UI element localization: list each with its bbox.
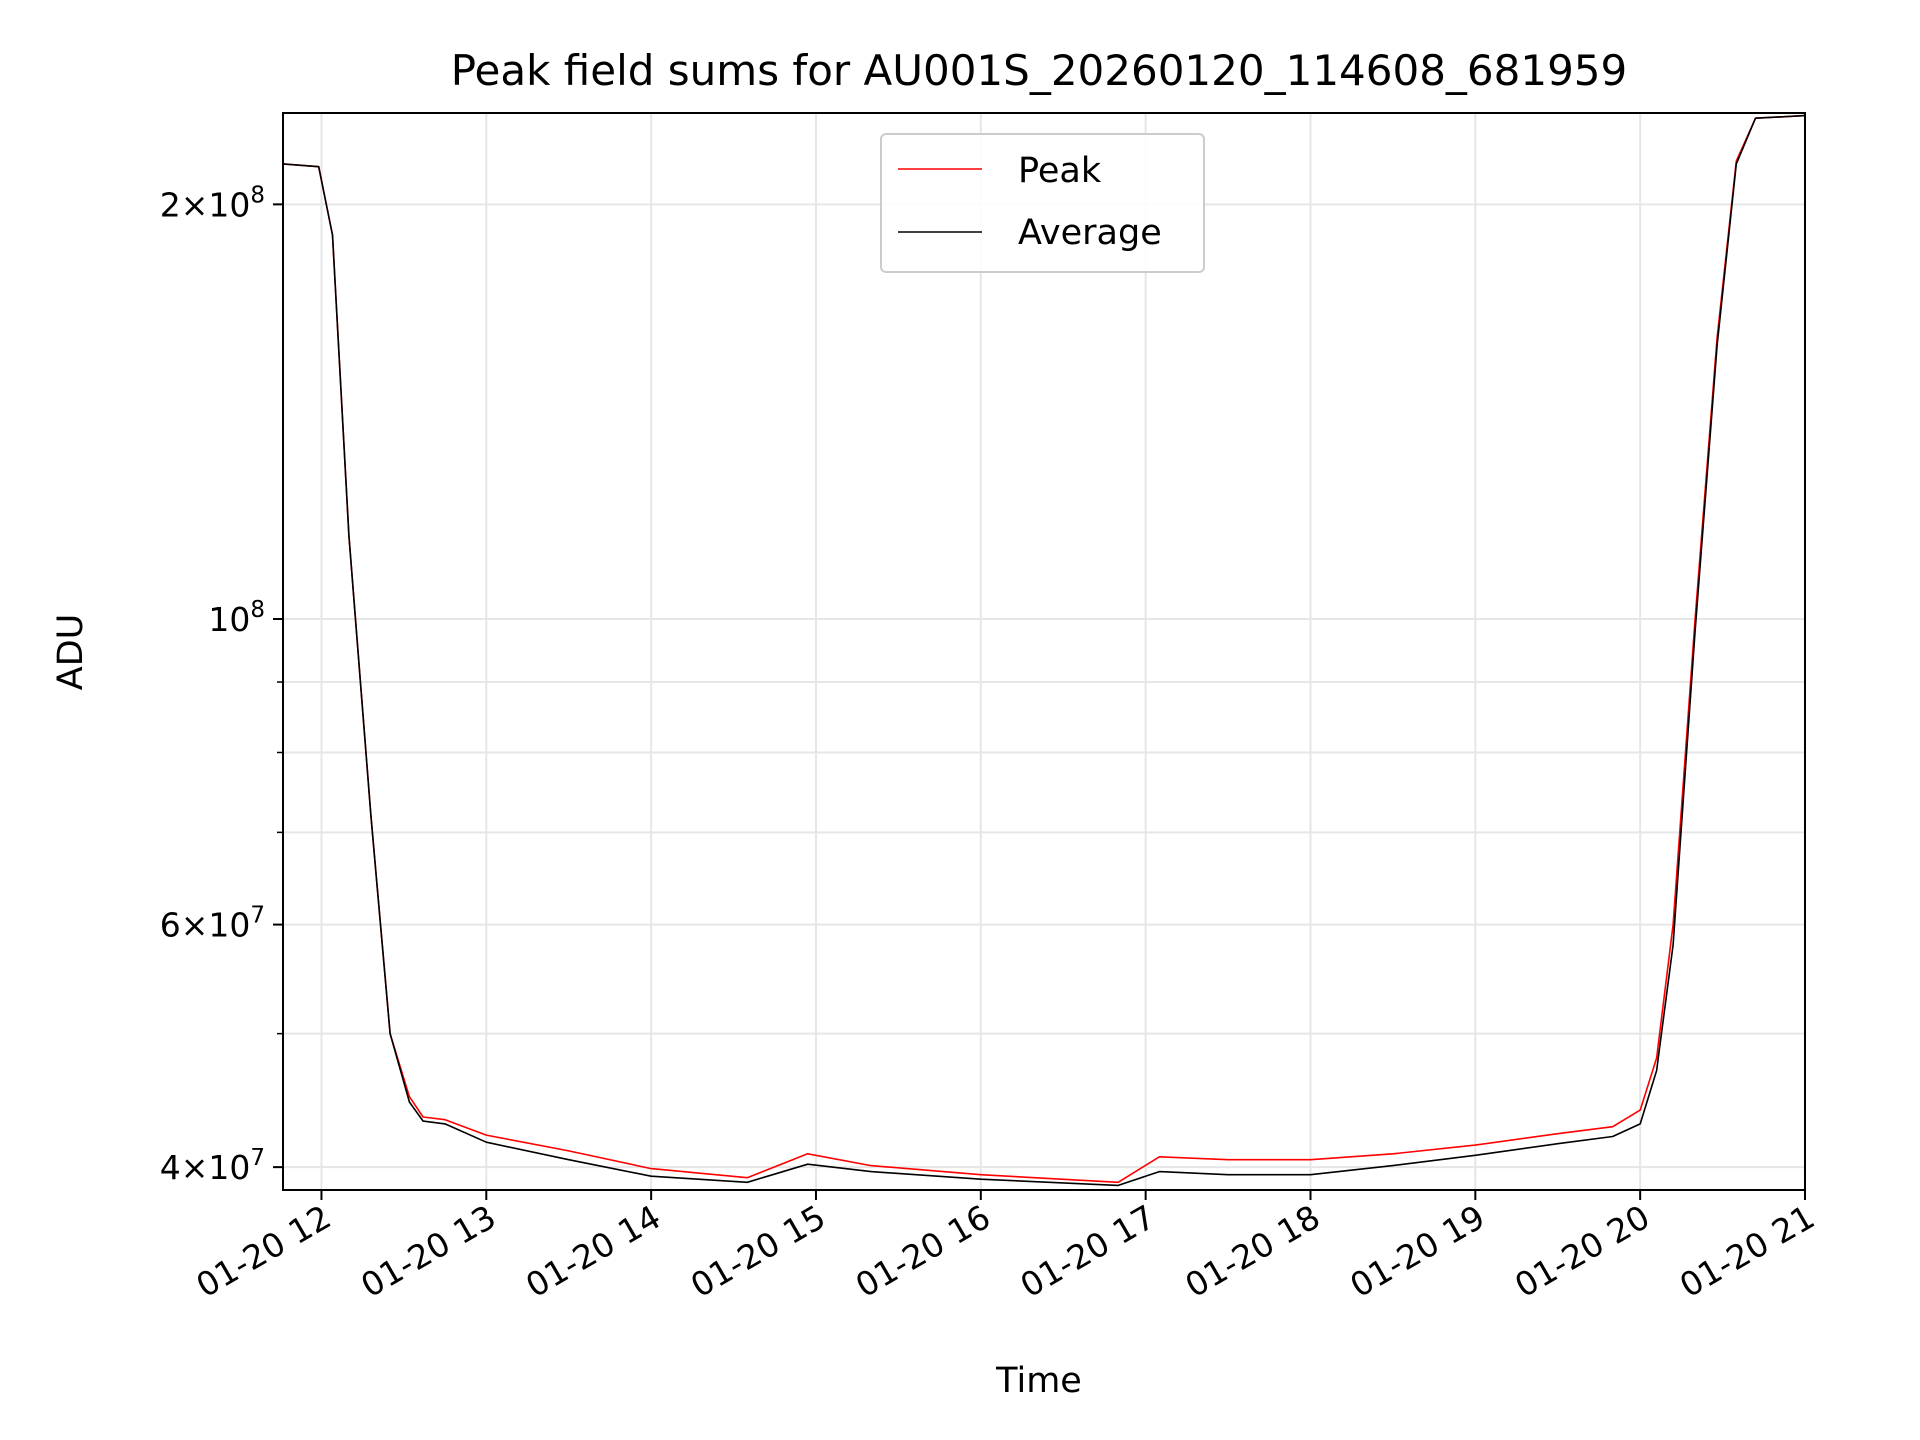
legend: Peak Average	[880, 133, 1205, 273]
legend-label-average: Average	[1018, 213, 1162, 253]
plot-frame	[282, 112, 1806, 1191]
y-axis: 4×107 6×107 108 2×108	[160, 182, 283, 1187]
series-layer	[282, 114, 1806, 1187]
series-line-average	[282, 114, 1806, 1187]
legend-label-peak: Peak	[1018, 151, 1102, 191]
y-tick-label: 6×107	[160, 903, 265, 945]
chart-title: Peak field sums for AU001S_20260120_1146…	[451, 46, 1628, 95]
y-axis-label: ADU	[51, 614, 91, 691]
y-tick-label: 108	[208, 597, 265, 639]
x-axis-label: Time	[995, 1361, 1082, 1401]
y-tick-label: 4×107	[160, 1145, 265, 1187]
y-tick-label: 2×108	[160, 182, 265, 224]
